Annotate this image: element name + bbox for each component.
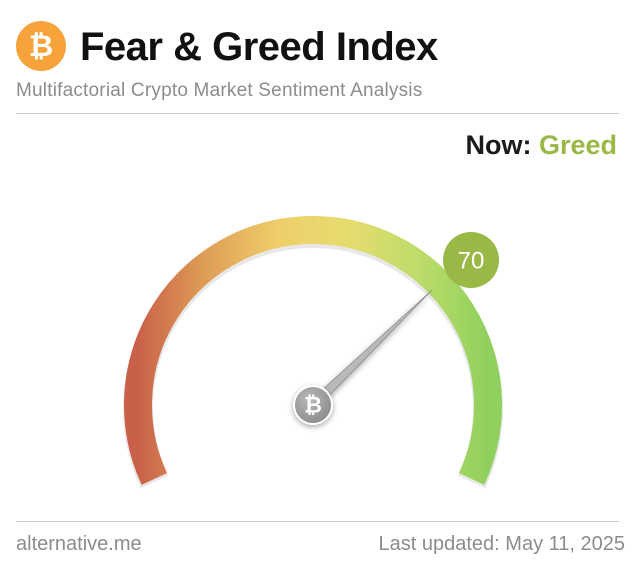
now-value: Greed <box>538 130 617 160</box>
bottom-divider <box>16 521 619 522</box>
value-badge: 70 <box>443 231 500 288</box>
gauge-hub: ₿ <box>293 385 333 425</box>
last-updated: Last updated: May 11, 2025 <box>378 533 625 555</box>
now-label: Now: <box>465 130 532 160</box>
gauge-needle <box>308 290 432 410</box>
page-title: Fear & Greed Index <box>80 25 438 69</box>
logo-symbol: ₿ <box>28 28 54 64</box>
current-sentiment: Now: Greed <box>465 130 617 161</box>
top-divider <box>16 113 619 114</box>
page-subtitle: Multifactorial Crypto Market Sentiment A… <box>16 80 423 101</box>
gauge-arc <box>124 216 502 485</box>
sentiment-gauge: ₿ 70 <box>123 216 503 489</box>
source-link[interactable]: alternative.me <box>16 533 142 555</box>
bitcoin-logo-icon: ₿ <box>16 21 66 71</box>
gauge-value: 70 <box>458 247 485 274</box>
bitcoin-icon: ₿ <box>304 394 322 419</box>
